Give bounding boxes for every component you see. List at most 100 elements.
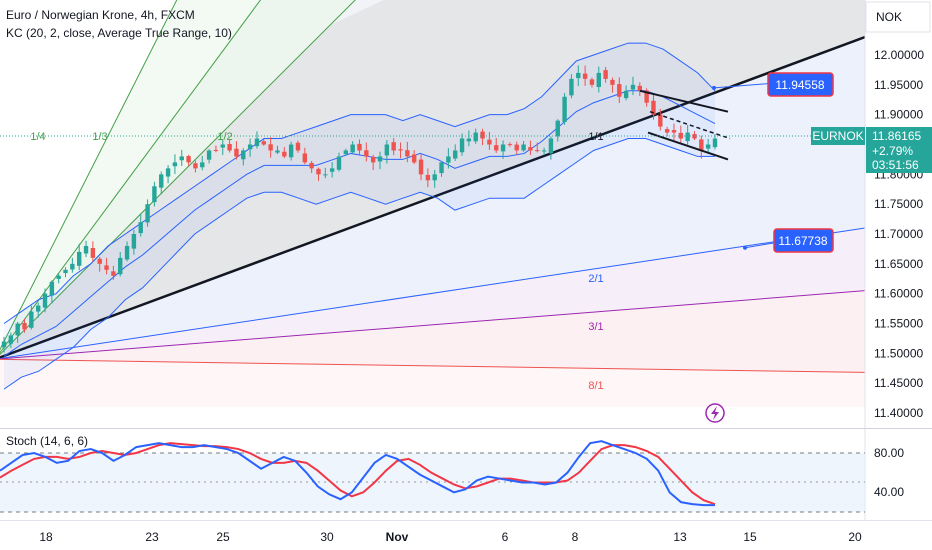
candle-body	[507, 144, 513, 146]
candle-body	[535, 150, 540, 152]
keltner-upper	[3, 42, 716, 324]
candle-body	[247, 144, 253, 150]
time-tick: 15	[743, 530, 757, 544]
fan-label: 1/2	[217, 131, 232, 143]
chart-title: Euro / Norwegian Krone, 4h, FXCM	[6, 8, 195, 22]
channel-median[interactable]	[649, 110, 731, 140]
keltner-lower	[3, 138, 715, 390]
price-axis[interactable]: 12.0000011.9500011.9000011.8500011.80000…	[874, 48, 924, 420]
lightning-icon[interactable]	[705, 403, 725, 423]
time-tick: 25	[216, 530, 230, 544]
candle-body	[664, 129, 670, 133]
candle-body	[610, 79, 615, 85]
candle-body	[316, 168, 321, 175]
stoch-k-line	[0, 440, 715, 507]
fan-area	[0, 359, 865, 408]
price-label-upper[interactable]: 11.94558	[767, 72, 834, 97]
price-tick: 11.75000	[874, 197, 923, 211]
keltner-channel	[3, 42, 716, 390]
indicator-legend: KC (20, 2, close, Average True Range, 10…	[6, 26, 232, 40]
candle-body	[165, 168, 171, 177]
candle-body	[637, 85, 642, 91]
candle-body	[548, 138, 554, 154]
candle-body	[569, 78, 574, 96]
time-tick: 8	[572, 530, 579, 544]
candle-body	[494, 145, 499, 151]
symbol-name: EURNOK	[812, 129, 863, 143]
candle-body	[705, 144, 711, 149]
fan-line	[0, 0, 356, 356]
candle-body	[453, 150, 458, 159]
price-tick: 11.40000	[874, 406, 923, 420]
candle-body	[63, 269, 68, 274]
candle-body	[712, 138, 718, 148]
time-tick: 23	[145, 530, 159, 544]
settings-corner[interactable]	[866, 521, 932, 550]
candle-body	[241, 150, 246, 160]
candle-body	[685, 132, 690, 142]
candle-body	[391, 142, 396, 151]
candle-body	[521, 144, 526, 151]
candle-body	[364, 150, 369, 157]
candle-body	[70, 263, 75, 270]
candle-body	[432, 174, 437, 181]
upper-target-value: 11.94558	[775, 78, 824, 92]
time-tick: 20	[848, 530, 862, 544]
time-tick: 6	[502, 530, 509, 544]
candle-body	[671, 130, 677, 133]
candle-body	[582, 73, 588, 79]
time-tick: 18	[39, 530, 53, 544]
currency-button[interactable]	[865, 1, 931, 33]
gann-fan-labels: 1/4 1/3 1/2 1/1 2/1 3/1 8/1	[30, 131, 603, 392]
candle-body	[295, 142, 301, 151]
candle-body	[90, 248, 96, 258]
candle-body	[254, 138, 260, 147]
candle-body	[411, 154, 417, 163]
time-tick: Nov	[386, 530, 409, 544]
price-label-lower[interactable]: 11.67738	[773, 228, 834, 253]
candle-body	[459, 138, 465, 153]
candle-body	[206, 150, 212, 160]
candle-body	[22, 322, 27, 330]
bar-countdown: 03:51:56	[872, 158, 919, 172]
fan-area	[0, 290, 865, 373]
candle-body	[111, 271, 116, 276]
candle-body	[104, 265, 109, 270]
candle-body	[42, 293, 48, 308]
candle-body	[288, 144, 294, 158]
candle-body	[617, 84, 622, 97]
candle-body	[480, 131, 485, 139]
candle-body	[336, 156, 342, 170]
stoch-tick-40: 40.00	[874, 485, 904, 499]
candle-body	[138, 222, 143, 234]
price-tick: 12.00000	[874, 48, 924, 62]
price-tick: 11.55000	[874, 317, 923, 331]
candle-body	[118, 257, 123, 275]
candle-body	[651, 100, 656, 115]
trend-drawings[interactable]	[639, 83, 775, 250]
fan-line	[0, 227, 865, 360]
channel-lower[interactable]	[647, 131, 729, 161]
candle-body	[172, 162, 178, 167]
candle-body	[268, 144, 273, 151]
candle-body	[377, 156, 383, 162]
candle-body	[425, 174, 431, 181]
fan-line	[0, 0, 178, 351]
gann-fan-lines	[0, 0, 865, 373]
symbol-badge[interactable]: EURNOK 11.86165 +2.79% 03:51:56	[811, 127, 932, 173]
channel-upper[interactable]	[639, 89, 729, 113]
time-axis[interactable]: 18 23 25 30 Nov 6 8 13 15 20	[39, 530, 862, 544]
keltner-basis	[3, 90, 716, 357]
stoch-tick-80: 80.00	[874, 446, 904, 460]
candle-body	[227, 143, 232, 151]
stoch-legend: Stoch (14, 6, 6)	[6, 434, 88, 448]
candle-body	[15, 323, 20, 336]
candle-body	[29, 311, 34, 328]
fan-label: 2/1	[588, 273, 603, 285]
candle-body	[398, 149, 403, 151]
fan-label: 8/1	[588, 380, 603, 392]
candle-body	[83, 245, 89, 254]
candle-body	[528, 147, 533, 151]
time-tick: 30	[320, 530, 334, 544]
